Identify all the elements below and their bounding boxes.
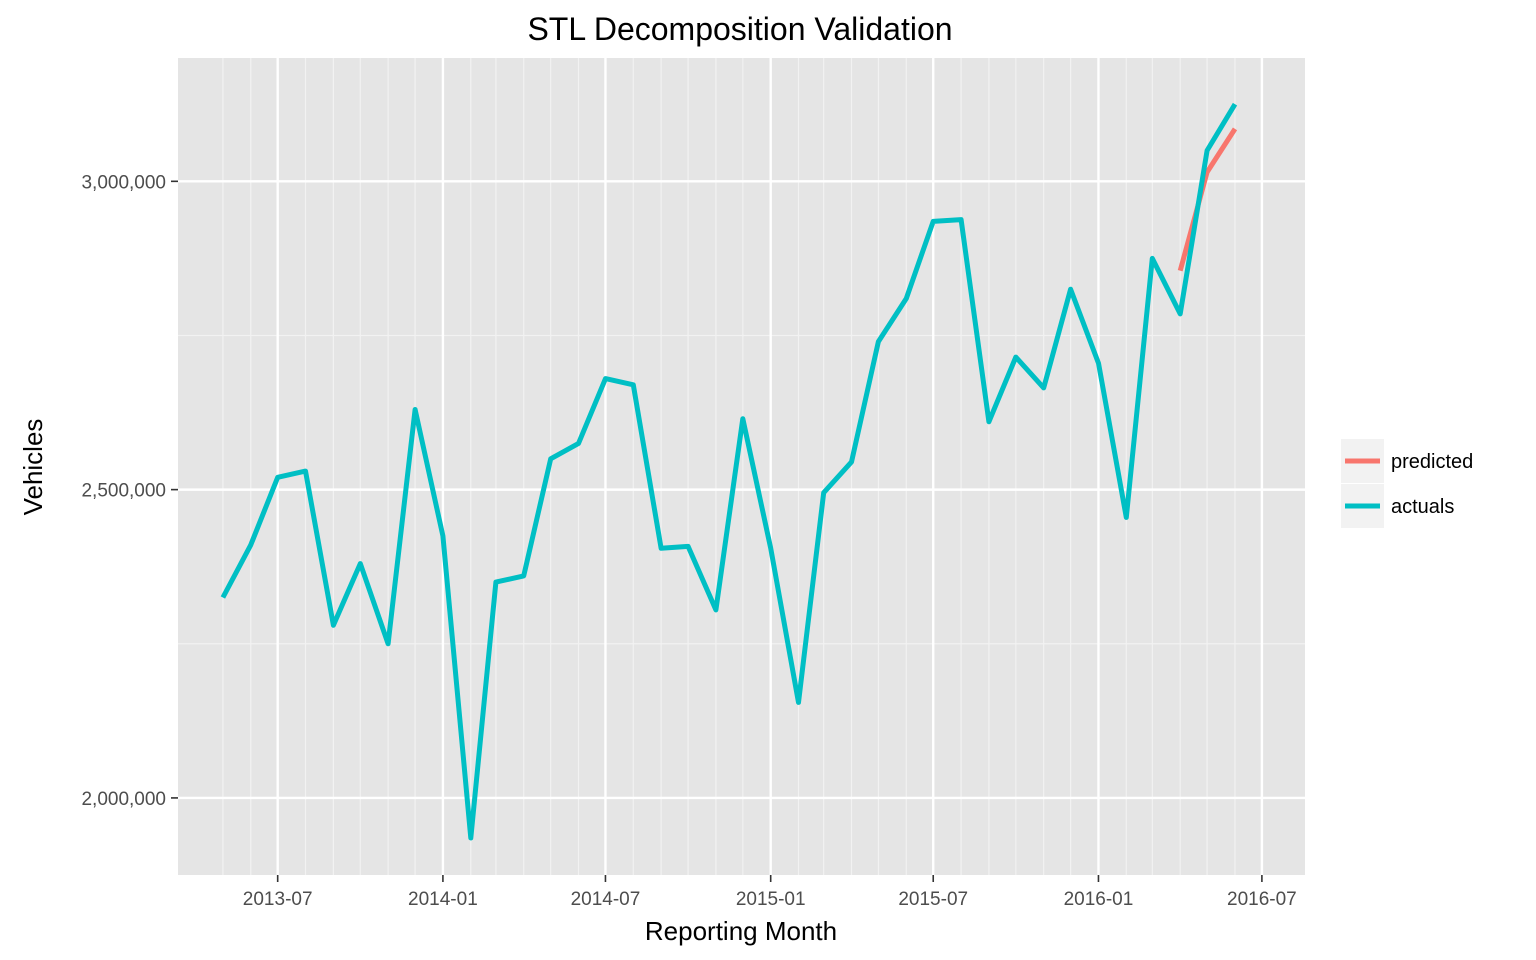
x-tick-label: 2016-01	[1064, 889, 1134, 910]
x-tick-label: 2014-07	[571, 889, 641, 910]
legend-label-actuals: actuals	[1391, 496, 1454, 518]
x-tick-label: 2013-07	[243, 889, 313, 910]
legend: predicted actuals	[1341, 439, 1473, 528]
x-tick-label: 2014-01	[408, 889, 478, 910]
chart-title: STL Decomposition Validation	[527, 11, 952, 47]
y-tick-label: 2,000,000	[81, 789, 166, 810]
y-axis-title: Vehicles	[18, 419, 48, 516]
x-tick-label: 2015-07	[898, 889, 968, 910]
series-line-actuals	[220, 102, 1238, 841]
x-tick-label: 2015-01	[736, 889, 806, 910]
y-tick-labels: 2,000,000 2,500,000 3,000,000	[81, 172, 166, 810]
series-line-predicted	[1177, 127, 1238, 272]
x-tick-label: 2016-07	[1227, 889, 1297, 910]
x-axis-title: Reporting Month	[645, 916, 837, 946]
series-layer	[220, 102, 1238, 841]
grid-major	[178, 58, 1305, 875]
axis-ticks	[171, 180, 1263, 882]
y-tick-label: 3,000,000	[81, 172, 166, 193]
legend-label-predicted: predicted	[1391, 451, 1473, 473]
y-tick-label: 2,500,000	[81, 481, 166, 502]
x-tick-labels: 2013-07 2014-01 2014-07 2015-01 2015-07 2016-…	[243, 889, 1297, 910]
